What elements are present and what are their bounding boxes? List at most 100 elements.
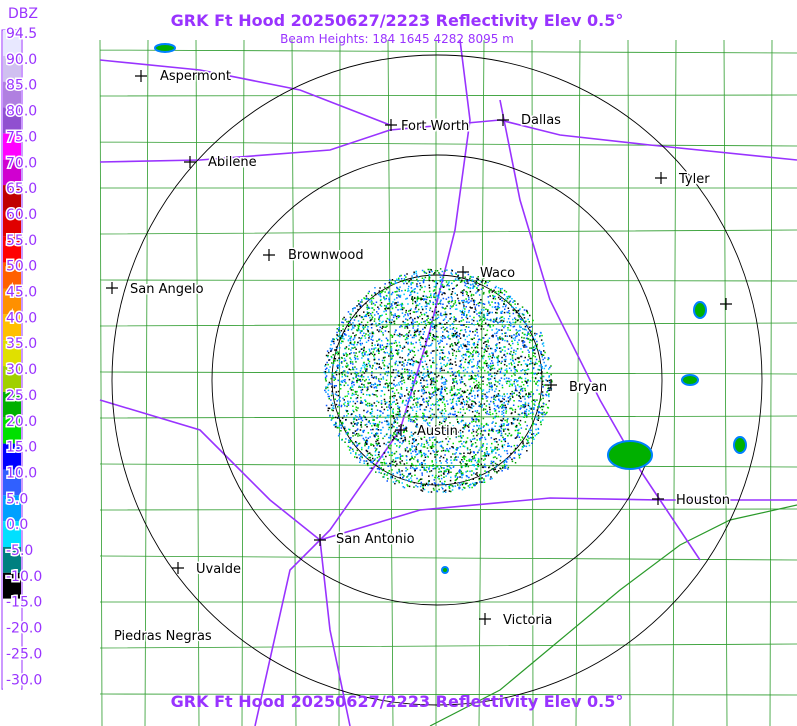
- colorbar-label: 25.0: [6, 388, 37, 404]
- colorbar-swatch: [3, 133, 21, 160]
- range-ring: [111, 54, 763, 706]
- colorbar-label: 80.0: [6, 104, 37, 120]
- colorbar-label: 10.0: [6, 465, 37, 481]
- city-marker: [395, 424, 407, 436]
- city-marker: [720, 298, 732, 310]
- colorbar-swatch: [3, 185, 21, 211]
- colorbar-swatch: [3, 469, 21, 496]
- city-label: Dallas: [521, 113, 561, 128]
- colorbar-label: 5.0: [6, 491, 28, 507]
- colorbar-label: 0.0: [6, 517, 28, 533]
- colorbar-label: -25.0: [6, 646, 42, 662]
- city-marker: [172, 562, 184, 574]
- echo-cell: [681, 374, 699, 386]
- colorbar-label: 94.5: [6, 26, 37, 42]
- colorbar-swatch: [3, 340, 21, 367]
- city-marker: [457, 266, 469, 278]
- colorbar-label: 90.0: [6, 52, 37, 68]
- city-marker: [655, 172, 667, 184]
- highway: [319, 539, 351, 726]
- colorbar-label: -30.0: [6, 672, 42, 688]
- city-marker: [135, 70, 147, 82]
- city-label: Bryan: [569, 380, 607, 395]
- colorbar-label: 30.0: [6, 362, 37, 378]
- city-marker: [263, 249, 275, 261]
- colorbar-swatch: [3, 107, 21, 134]
- range-ring: [331, 274, 543, 486]
- colorbar-label: -5.0: [6, 543, 33, 559]
- city-label: Austin: [417, 424, 458, 439]
- colorbar-swatch: [3, 159, 21, 186]
- city-label: San Antonio: [336, 532, 415, 547]
- title: GRK Ft Hood 20250627/2223 Reflectivity E…: [171, 11, 624, 30]
- legend-title: DBZ: [8, 6, 38, 22]
- colorbar-swatch: [3, 598, 21, 625]
- colorbar-swatch: [3, 314, 21, 341]
- colorbar-label: 70.0: [6, 155, 37, 171]
- colorbar-label: 40.0: [6, 310, 37, 326]
- colorbar-swatch: [3, 210, 21, 237]
- colorbar-label: 50.0: [6, 259, 37, 275]
- city-label: Brownwood: [288, 248, 364, 263]
- colorbar-swatch: [3, 417, 21, 444]
- highway: [99, 399, 797, 541]
- city-label: Waco: [480, 266, 515, 281]
- city-label: Fort Worth: [401, 119, 469, 134]
- echo-cell: [441, 566, 449, 574]
- highway: [99, 59, 391, 126]
- colorbar-swatch: [3, 521, 21, 547]
- colorbar-label: 75.0: [6, 129, 37, 145]
- colorbar-label: -20.0: [6, 621, 42, 637]
- echo-cell: [733, 436, 747, 454]
- colorbar-swatch: [3, 236, 21, 263]
- city-marker: [184, 156, 196, 168]
- subtitle: Beam Heights: 184 1645 4282 8095 m: [280, 32, 514, 46]
- colorbar-swatch: [3, 572, 21, 599]
- colorbar-swatch: [3, 547, 21, 573]
- colorbar-swatch: [3, 30, 21, 56]
- echo: [323, 269, 553, 493]
- colorbar-label: -10.0: [6, 569, 42, 585]
- colorbar-label: 15.0: [6, 440, 37, 456]
- colorbar-swatch: [3, 624, 21, 651]
- city-label: Victoria: [503, 613, 552, 628]
- city-marker: [497, 114, 509, 126]
- colorbar-label: -15.0: [6, 595, 42, 611]
- colorbar-swatch: [3, 650, 21, 677]
- colorbar-swatch: [3, 495, 21, 522]
- city-label: Tyler: [678, 172, 710, 187]
- echo-cell: [154, 43, 176, 53]
- colorbar-label: 60.0: [6, 207, 37, 223]
- city-marker: [314, 534, 326, 546]
- colorbar-swatch: [3, 262, 21, 289]
- echo-cell: [693, 301, 707, 319]
- city-marker: [385, 119, 397, 131]
- city-label: Houston: [676, 493, 730, 508]
- city-label: San Angelo: [130, 282, 204, 297]
- colorbar-label: 65.0: [6, 181, 37, 197]
- range-ring: [211, 154, 663, 606]
- city-marker: [106, 282, 118, 294]
- highway: [254, 39, 471, 726]
- colorbar-swatch: [3, 443, 21, 470]
- colorbar-label: 85.0: [6, 78, 37, 94]
- colorbar-swatch: [3, 81, 21, 108]
- city-marker: [652, 493, 664, 505]
- colorbar-label: 20.0: [6, 414, 37, 430]
- colorbar-label: 45.0: [6, 285, 37, 301]
- colorbar-swatch: [3, 391, 21, 418]
- footer-title: GRK Ft Hood 20250627/2223 Reflectivity E…: [171, 692, 624, 711]
- echo-cell: [607, 440, 653, 470]
- city-label: Uvalde: [196, 562, 241, 577]
- city-label: Piedras Negras: [114, 629, 212, 644]
- city-label: Abilene: [208, 155, 257, 170]
- city-marker: [479, 613, 491, 625]
- colorbar-swatch: [3, 366, 21, 392]
- city-label: Aspermont: [160, 69, 231, 84]
- city-marker: [545, 379, 557, 391]
- colorbar-label: 35.0: [6, 336, 37, 352]
- colorbar-label: 55.0: [6, 233, 37, 249]
- colorbar-swatch: [3, 676, 21, 703]
